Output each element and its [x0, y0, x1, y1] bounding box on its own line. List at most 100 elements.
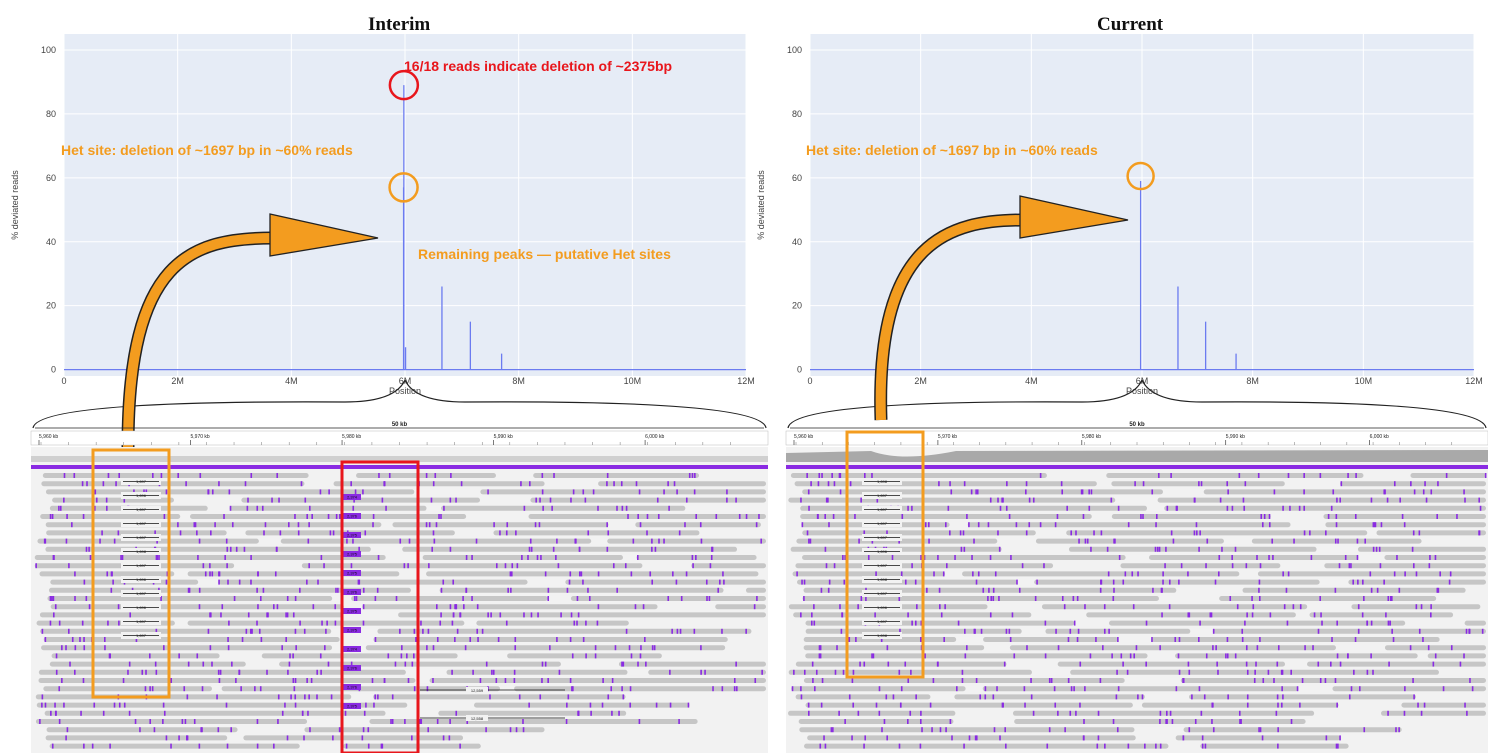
- deletion-label: 1,697: [136, 521, 147, 526]
- insertion-mark: [616, 505, 618, 511]
- read: [1309, 612, 1454, 618]
- insertion-mark: [288, 522, 290, 528]
- insertion-mark: [1048, 678, 1051, 683]
- insertion-mark: [651, 645, 654, 651]
- insertion-mark: [556, 637, 558, 642]
- insertion-mark: [832, 727, 834, 733]
- read: [365, 645, 726, 651]
- insertion-mark: [1335, 514, 1338, 519]
- insertion-mark: [1225, 653, 1227, 659]
- insertion-mark: [638, 719, 641, 724]
- insertion-mark: [162, 702, 165, 708]
- insertion-mark: [155, 628, 158, 634]
- insertion-mark: [715, 514, 718, 519]
- insertion-mark: [362, 727, 365, 733]
- insertion-mark: [872, 653, 875, 659]
- insertion-mark: [487, 686, 489, 692]
- deletion-label: 1,697: [877, 521, 888, 526]
- insertion-mark: [301, 710, 304, 716]
- ruler-tick-label: 5,960 kb: [39, 434, 58, 440]
- insertion-mark: [350, 661, 353, 667]
- insertion-mark: [1303, 530, 1306, 536]
- insertion-mark: [1350, 686, 1353, 692]
- long-deletion-label-bg: [466, 715, 488, 721]
- insertion-mark: [451, 669, 453, 675]
- insertion-mark: [292, 653, 294, 659]
- insertion-mark: [1420, 710, 1423, 716]
- insertion-mark: [630, 653, 633, 659]
- insertion-mark: [1445, 473, 1448, 478]
- insertion-mark: [1357, 579, 1359, 585]
- insertion-mark: [1095, 637, 1097, 642]
- insertion-mark: [1118, 555, 1121, 560]
- read: [1323, 514, 1486, 519]
- insertion-mark: [404, 719, 406, 724]
- insertion-mark: [820, 702, 823, 708]
- insertion-mark: [143, 489, 145, 495]
- insertion-mark: [911, 620, 913, 626]
- insertion-mark: [1188, 669, 1191, 675]
- insertion-mark: [929, 702, 932, 708]
- insertion-mark: [529, 538, 532, 544]
- insertion-block: [343, 608, 361, 614]
- insertion-mark: [225, 538, 228, 544]
- insertion-mark: [530, 546, 533, 552]
- insertion-mark: [371, 678, 374, 683]
- insertion-mark: [344, 710, 347, 716]
- insertion-mark: [1129, 653, 1132, 659]
- insertion-mark: [1107, 571, 1110, 577]
- insertion-mark: [211, 571, 214, 577]
- insertion-mark: [1132, 604, 1135, 610]
- insertion-mark: [886, 735, 888, 741]
- insertion-mark: [557, 563, 560, 569]
- insertion-mark: [471, 596, 473, 601]
- insertion-mark: [293, 686, 296, 692]
- insertion-mark: [1285, 587, 1288, 593]
- insertion-mark: [310, 678, 313, 683]
- insertion-mark: [522, 719, 524, 724]
- insertion-mark: [162, 719, 164, 724]
- insertion-mark: [353, 497, 355, 503]
- insertion-mark: [58, 719, 61, 724]
- insertion-mark: [156, 555, 159, 560]
- insertion-mark: [225, 702, 228, 708]
- insertion-mark: [582, 579, 584, 585]
- read: [795, 661, 1007, 667]
- insertion-mark: [1018, 587, 1021, 593]
- insertion-mark: [105, 497, 108, 503]
- insertion-mark: [426, 645, 428, 651]
- insertion-mark: [717, 587, 720, 593]
- y-tick-label: 60: [792, 173, 802, 183]
- insertion-mark: [807, 489, 810, 495]
- read: [1012, 710, 1315, 716]
- insertion-mark: [308, 694, 310, 700]
- insertion-mark: [41, 628, 44, 634]
- insertion-mark: [107, 473, 110, 478]
- insertion-mark: [431, 546, 433, 552]
- insertion-mark: [754, 678, 757, 683]
- insertion-mark: [1428, 563, 1431, 569]
- read: [805, 702, 1133, 708]
- insertion-mark: [495, 563, 498, 569]
- insertion-mark: [937, 555, 939, 560]
- insertion-mark: [1403, 710, 1406, 716]
- insertion-mark: [1217, 669, 1219, 675]
- insertion-mark: [791, 686, 794, 692]
- insertion-mark: [684, 522, 686, 528]
- insertion-mark: [883, 719, 886, 724]
- insertion-mark: [286, 596, 289, 601]
- insertion-mark: [1227, 489, 1229, 495]
- insertion-mark: [303, 735, 305, 741]
- insertion-mark: [685, 497, 688, 503]
- insertion-mark: [1303, 473, 1305, 478]
- insertion-mark: [73, 473, 76, 478]
- insertion-mark: [721, 628, 723, 634]
- insertion-mark: [1259, 596, 1261, 601]
- insertion-mark: [400, 653, 403, 659]
- insertion-mark: [1198, 481, 1200, 487]
- insertion-mark: [321, 620, 323, 626]
- insertion-mark: [1145, 661, 1147, 667]
- read: [802, 555, 1126, 560]
- insertion-mark: [490, 612, 492, 618]
- read: [803, 678, 1125, 683]
